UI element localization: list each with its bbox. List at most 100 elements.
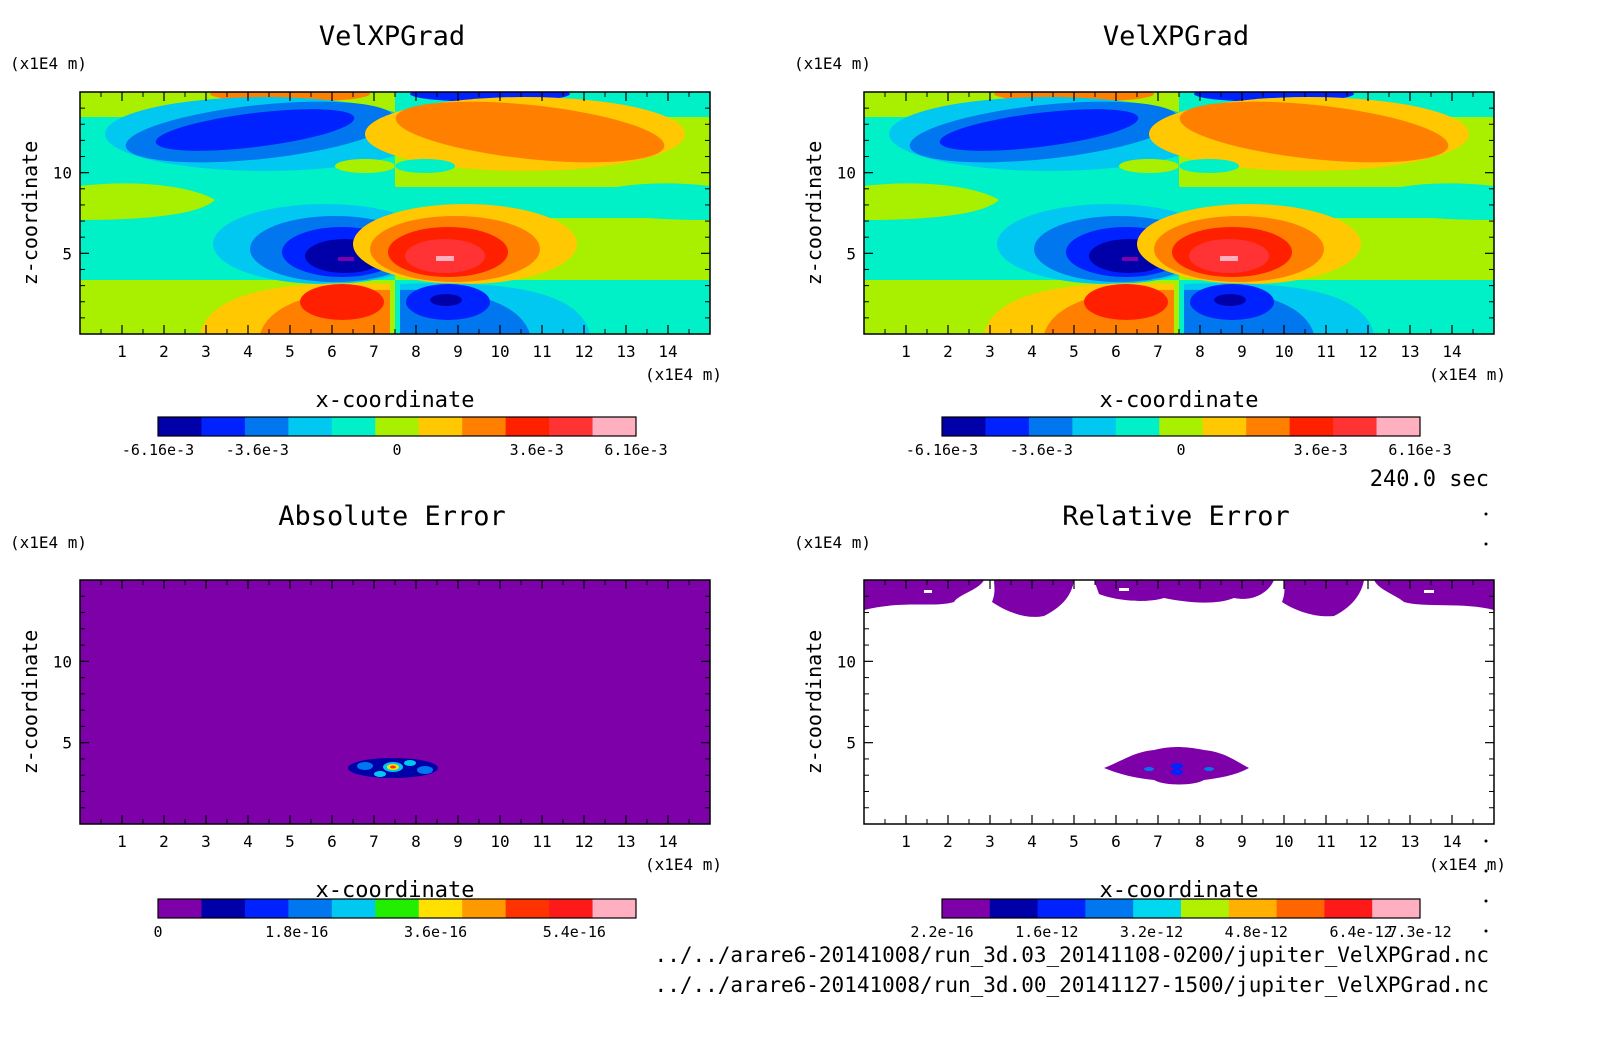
gap-1: [924, 590, 932, 593]
colorbar-swatch: [1276, 899, 1325, 918]
x-tick-label: 7: [1153, 832, 1163, 851]
colorbar-swatch: [549, 899, 594, 918]
y-unit-label: (x1E4 m): [794, 54, 871, 73]
region-top-4: [1282, 580, 1364, 617]
error-regions: [864, 580, 1494, 785]
plot-area: [864, 92, 1494, 334]
colorbar-label: 7.3e-12: [1388, 923, 1451, 941]
colorbar-swatch: [985, 417, 1030, 436]
colorbar-label: 3.6e-3: [1294, 441, 1348, 459]
y-tick-label: 5: [62, 734, 72, 753]
colorbar-swatch: [244, 417, 289, 436]
field-contours: [80, 92, 710, 334]
x-tick-label: 14: [1442, 832, 1461, 851]
blob-core-2: [1171, 769, 1183, 775]
x-tick-label: 8: [411, 342, 421, 361]
band-mid-right-cool: [1359, 183, 1494, 220]
x-tick-label: 12: [574, 832, 593, 851]
colorbar-swatch: [1333, 417, 1378, 436]
plot-area: [80, 92, 710, 334]
x-tick-label: 9: [453, 832, 463, 851]
panel-title: VelXPGrad: [1103, 21, 1249, 52]
dot: [1484, 839, 1488, 843]
panel-velxpgrad-left: VelXPGrad (x1E4 m): [10, 21, 710, 334]
x-tick-label: 10: [1274, 342, 1293, 361]
colorbar-swatch: [1115, 417, 1160, 436]
x-tick-label: 13: [1400, 832, 1419, 851]
band-mid-left: [864, 183, 999, 220]
x-tick-label: 13: [616, 342, 635, 361]
colorbar-swatch: [201, 417, 246, 436]
blob-side-left: [1144, 767, 1154, 771]
x-tick-label: 2: [159, 832, 169, 851]
x-unit-label: (x1E4 m): [1429, 855, 1506, 874]
colorbar-label: 0: [1176, 441, 1185, 459]
error-background: [80, 580, 710, 824]
colorbar-swatch: [942, 899, 991, 918]
y-unit-label: (x1E4 m): [10, 533, 87, 552]
colorbar-swatch: [505, 899, 550, 918]
colorbar-label: 3.6e-3: [510, 441, 564, 459]
panel-velxpgrad-right: VelXPGrad (x1E4 m): [794, 21, 1494, 334]
colorbar-frame: [941, 898, 1421, 919]
colorbar-swatch: [1372, 899, 1421, 918]
x-tick-label: 5: [1069, 342, 1079, 361]
y-tick-label: 5: [846, 244, 856, 263]
colorbar-swatch: [375, 417, 420, 436]
x-tick-label: 11: [1316, 342, 1335, 361]
colorbar-swatch: [158, 417, 202, 436]
x-tick-label: 5: [1069, 832, 1079, 851]
x-tick-label: 7: [1153, 342, 1163, 361]
band-mid-right-cool: [575, 183, 710, 220]
colorbar-swatch: [1072, 417, 1117, 436]
x-tick-label: 1: [117, 342, 127, 361]
lobe-left-peak: [338, 257, 354, 261]
colorbar-label: 3.6e-16: [404, 923, 467, 941]
ellipse-upper-left-3: [939, 109, 1139, 151]
panel-absolute-error: Absolute Error (x1E4 m): [10, 501, 710, 824]
x-tick-label: 5: [285, 342, 295, 361]
colorbar-label: 4.8e-12: [1225, 923, 1288, 941]
x-unit-label: (x1E4 m): [645, 365, 722, 384]
strip-centre-left: [335, 159, 395, 173]
hotspot-core-3: [390, 765, 396, 769]
x-tick-label: 4: [1027, 832, 1037, 851]
colorbar-swatch: [1133, 899, 1182, 918]
bottom-right-4: [430, 294, 462, 306]
x-tick-label: 11: [1316, 832, 1335, 851]
plot-area: [80, 580, 710, 824]
strip-centre-right: [1179, 159, 1239, 173]
dot: [1484, 899, 1488, 903]
colorbar-label: 6.16e-3: [604, 441, 667, 459]
dot: [1484, 929, 1488, 933]
strip-centre-left: [1119, 159, 1179, 173]
panel-title: Absolute Error: [278, 501, 506, 532]
colorbar-swatch: [1181, 899, 1230, 918]
x-tick-label: 2: [159, 342, 169, 361]
error-hotspot: [348, 758, 438, 778]
colorbar-swatch: [331, 417, 376, 436]
margin-dots: [1484, 512, 1488, 933]
y-tick-label: 10: [837, 164, 856, 183]
colorbar-frame: [157, 898, 637, 919]
x-tick-label: 10: [1274, 832, 1293, 851]
dot: [1484, 869, 1488, 873]
region-top-2: [992, 580, 1074, 617]
y-tick-label: 5: [846, 734, 856, 753]
colorbar-swatch: [462, 417, 507, 436]
colorbar-label: 2.2e-16: [910, 923, 973, 941]
x-tick-label: 5: [285, 832, 295, 851]
y-unit-label: (x1E4 m): [10, 54, 87, 73]
blob-side-right: [1204, 767, 1214, 771]
region-top-1: [864, 580, 984, 610]
hotspot-tr: [404, 760, 416, 766]
x-tick-label: 7: [369, 832, 379, 851]
x-tick-label: 6: [327, 342, 337, 361]
colorbar-swatch: [1376, 417, 1421, 436]
colorbar-label: 0: [392, 441, 401, 459]
x-tick-label: 1: [901, 832, 911, 851]
x-tick-label: 14: [1442, 342, 1461, 361]
x-tick-label: 9: [1237, 342, 1247, 361]
